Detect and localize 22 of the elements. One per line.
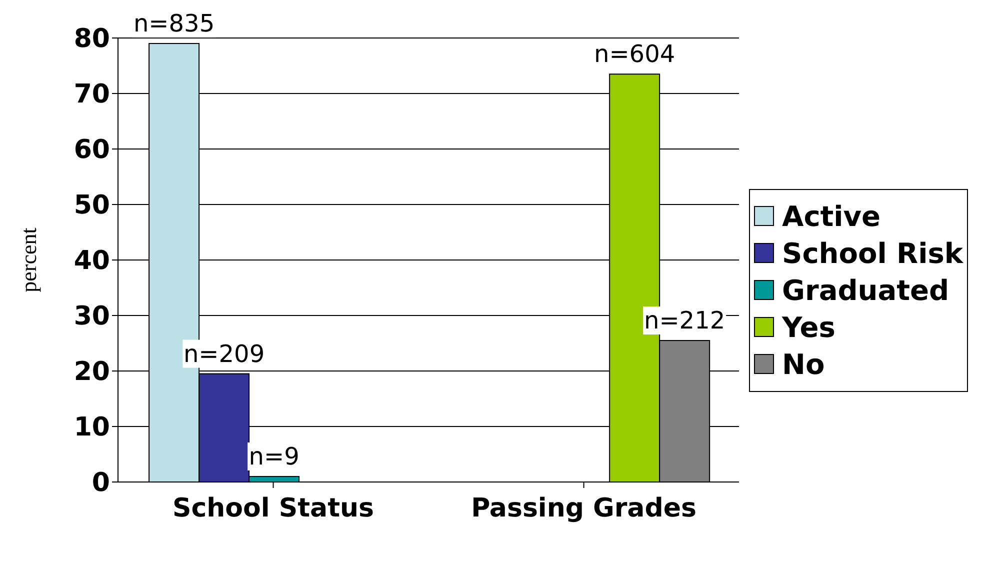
y-tick-label: 60 — [74, 135, 110, 166]
x-tick-label: Passing Grades — [471, 493, 696, 524]
legend-label: Active — [782, 200, 881, 232]
y-tick-label: 50 — [74, 190, 110, 221]
annotation: n=209 — [183, 340, 265, 368]
y-axis-title: percent — [16, 228, 41, 292]
x-tick-label: School Status — [172, 493, 374, 524]
legend-label: School Risk — [782, 236, 963, 270]
y-tick-label: 0 — [92, 468, 110, 498]
annotation: n=604 — [594, 40, 676, 68]
y-tick-label: 70 — [74, 80, 110, 110]
y-tick-label: 30 — [74, 302, 110, 332]
y-tick-label: 20 — [74, 357, 110, 388]
legend-label: No — [782, 348, 825, 380]
y-tick-label: 40 — [74, 246, 110, 276]
annotation: n=212 — [644, 306, 726, 334]
legend-label: Graduated — [782, 274, 950, 306]
annotation: n=9 — [248, 442, 300, 470]
y-tick-label: 10 — [74, 412, 110, 443]
text: n=835 — [133, 10, 215, 38]
y-tick-label: 80 — [74, 24, 110, 54]
legend-label: Yes — [782, 310, 836, 344]
